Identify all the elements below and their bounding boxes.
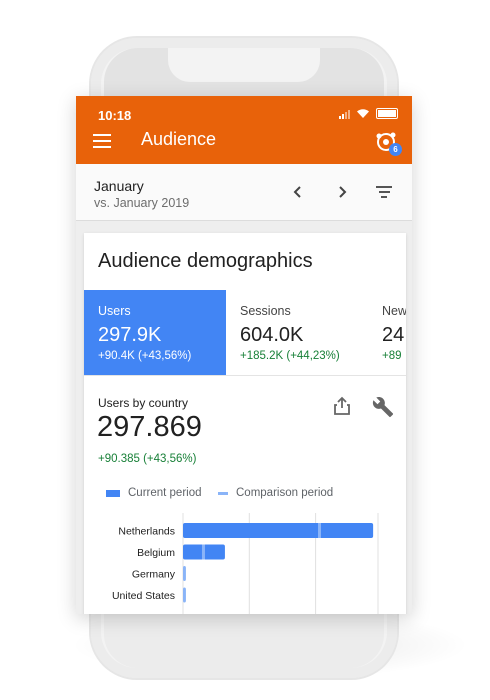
bar-current — [183, 566, 186, 581]
tab-sessions[interactable]: Sessions 604.0K +185.2K (+44,23%) — [226, 290, 368, 375]
tab-label: New users — [382, 304, 406, 318]
legend-label-comparison: Comparison period — [236, 487, 334, 499]
date-range-bar[interactable]: January vs. January 2019 — [76, 164, 412, 221]
chart-svg: Netherlands Belgium Germany United States — [112, 513, 379, 614]
status-icons — [339, 108, 398, 119]
date-comparison: vs. January 2019 — [94, 196, 190, 210]
metric-tabs: Users 297.9K +90.4K (+43,56%) Sessions 6… — [84, 290, 406, 376]
tab-change: +89 — [382, 350, 402, 362]
page-title: Audience — [141, 129, 217, 149]
legend-comparison: Comparison period — [218, 487, 333, 499]
legend-current: Current period — [106, 487, 202, 499]
app-bar: 10:18 Audience 6 — [76, 96, 412, 164]
filter-icon[interactable] — [376, 186, 392, 201]
bar-current — [183, 523, 374, 538]
legend-label-current: Current period — [128, 487, 202, 499]
battery-icon — [376, 108, 398, 119]
tab-new-users[interactable]: New users 24 +89 — [368, 290, 406, 375]
bar-comparison-marker — [201, 544, 205, 560]
audience-demographics-card: Audience demographics Users 297.9K +90.4… — [84, 233, 406, 614]
signal-icon — [339, 109, 350, 119]
next-period-button[interactable] — [332, 182, 352, 202]
users-by-country-chart: Netherlands Belgium Germany United States — [84, 513, 406, 614]
country-label: United States — [112, 590, 175, 602]
chevron-right-icon — [339, 186, 347, 198]
card-title: Audience demographics — [98, 250, 313, 272]
total-users-value: 297.869 — [97, 411, 202, 443]
tab-users[interactable]: Users 297.9K +90.4K (+43,56%) — [84, 290, 226, 375]
bar-current — [183, 587, 186, 603]
wifi-icon — [357, 109, 369, 118]
wrench-icon[interactable] — [372, 396, 394, 418]
legend-swatch-comparison — [218, 491, 228, 495]
tab-change: +185.2K (+44,23%) — [240, 350, 340, 362]
status-time: 10:18 — [98, 108, 132, 123]
previous-period-button[interactable] — [288, 182, 308, 202]
country-label: Belgium — [137, 547, 175, 559]
property-switcher-icon[interactable] — [374, 129, 400, 155]
tab-value: 24 — [382, 324, 405, 346]
date-period[interactable]: January — [94, 178, 144, 194]
bar-comparison-marker — [318, 523, 321, 538]
tab-label: Sessions — [240, 304, 291, 318]
section-label: Users by country — [98, 396, 189, 410]
tab-label: Users — [98, 304, 131, 318]
menu-icon[interactable] — [93, 134, 111, 148]
tab-value: 604.0K — [240, 324, 304, 346]
country-label: Germany — [132, 569, 176, 581]
app-screen: 10:18 Audience 6 January vs. January 201… — [76, 96, 412, 614]
phone-notch — [168, 48, 320, 82]
legend-swatch-current — [106, 489, 120, 497]
notification-badge: 6 — [389, 143, 402, 156]
total-users-change: +90.385 (+43,56%) — [98, 453, 197, 465]
tab-change: +90.4K (+43,56%) — [98, 350, 192, 362]
share-icon[interactable] — [333, 396, 351, 416]
tab-value: 297.9K — [98, 324, 162, 346]
country-label: Netherlands — [118, 526, 175, 538]
chevron-left-icon — [293, 186, 301, 198]
